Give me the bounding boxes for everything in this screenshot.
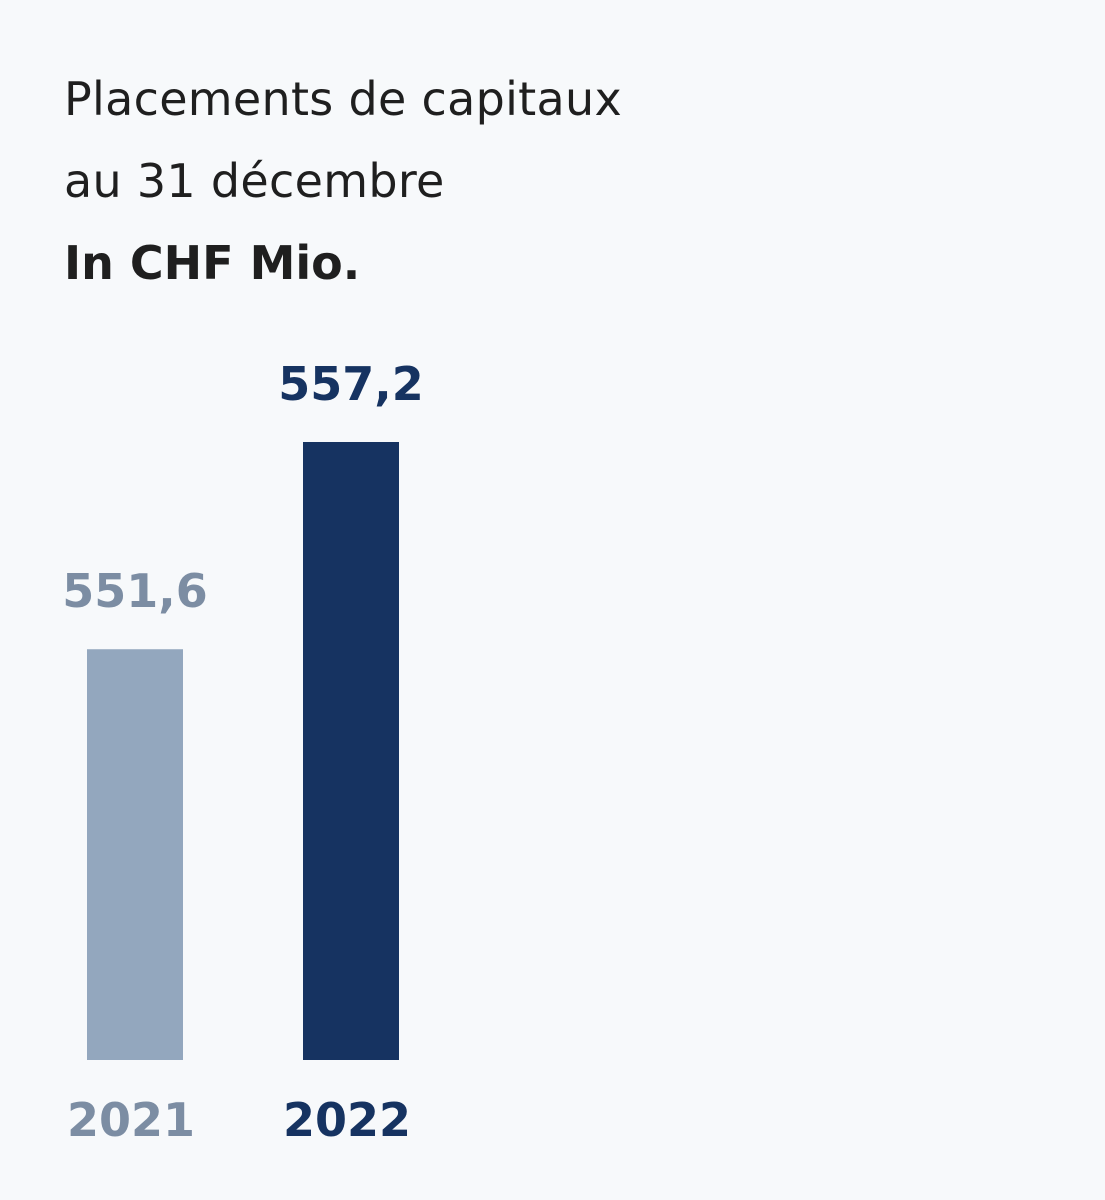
category-label-2022: 2022 [283,1093,411,1147]
bar-2021 [87,649,183,1060]
chart-unit-label: In CHF Mio. [64,236,361,290]
bar-2022 [303,442,399,1060]
category-label-2021: 2021 [67,1093,195,1147]
chart-title-line-2: au 31 décembre [64,154,445,208]
value-label-2022: 557,2 [278,357,424,411]
value-label-2021: 551,6 [62,564,208,618]
chart-title-block: Placements de capitaux au 31 décembre In… [64,58,964,304]
chart-title-line-1: Placements de capitaux [64,72,622,126]
